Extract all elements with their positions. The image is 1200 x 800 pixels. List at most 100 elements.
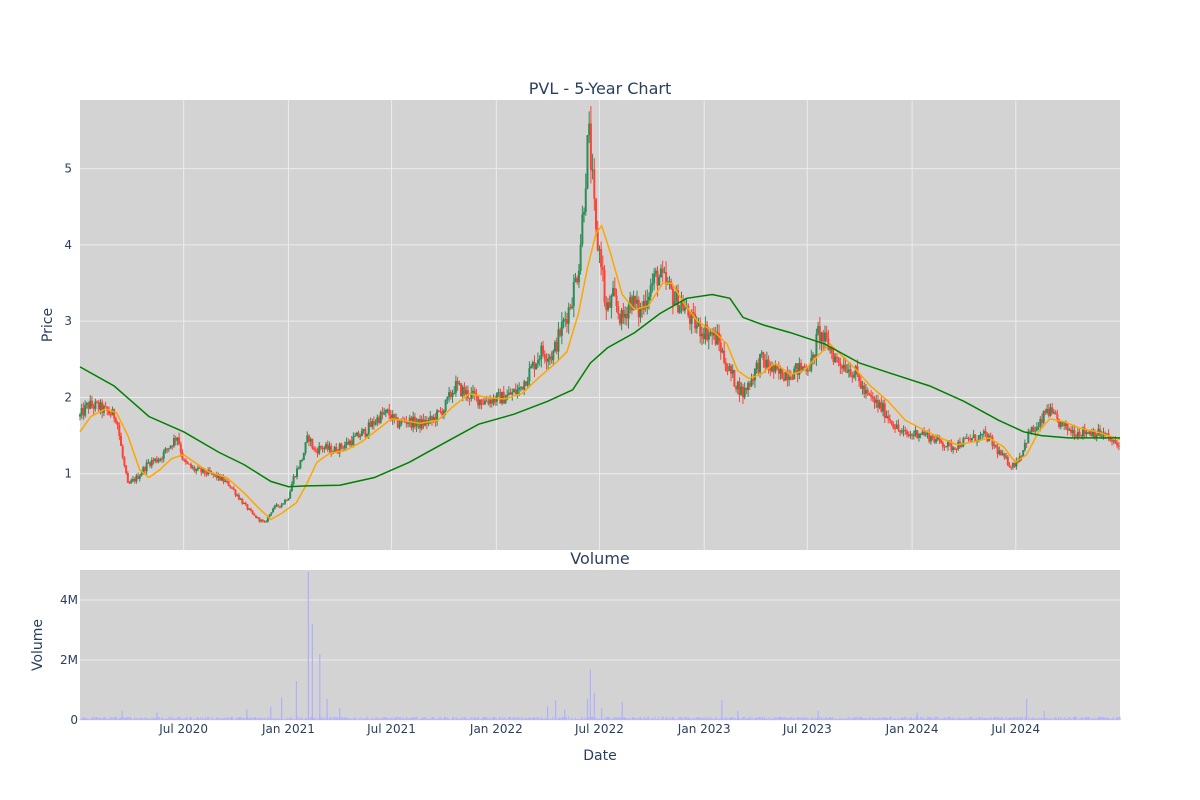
candle-body (620, 309, 623, 324)
candle-body (1010, 466, 1013, 468)
candle-body (383, 412, 386, 415)
candle-body (232, 488, 235, 490)
candle-body (1109, 438, 1112, 441)
price-y-tick-label: 5 (64, 162, 72, 176)
candle-body (225, 480, 228, 482)
candle-body (639, 308, 642, 318)
candle-body (272, 508, 275, 513)
candle-body (237, 495, 240, 500)
candle-body (1100, 435, 1103, 437)
candle-body (292, 476, 295, 484)
candle-body (166, 448, 169, 450)
candle-body (629, 296, 632, 306)
price-grid (80, 100, 1120, 550)
candle-body (243, 503, 246, 505)
candle-body (1114, 440, 1117, 443)
candle-body (895, 424, 898, 429)
candle-body (328, 445, 331, 450)
candle-body (642, 300, 645, 310)
candle-body (85, 402, 88, 406)
candle-body (673, 300, 676, 305)
candle-body (511, 392, 514, 395)
candle-body (1027, 431, 1030, 444)
candle-body (882, 403, 885, 412)
candle-body (659, 268, 662, 278)
candle-body (829, 348, 832, 350)
candle-body (644, 300, 647, 308)
candle-body (808, 370, 811, 372)
price-y-ticks: 1 2 3 4 5 (64, 162, 72, 481)
candle-body (1092, 430, 1095, 437)
candle-body (463, 386, 466, 395)
candle-body (731, 370, 734, 374)
candle-body (348, 440, 351, 445)
candle-body (157, 460, 160, 462)
candle-body (559, 329, 562, 336)
volume-y-tick-label: 0 (70, 713, 78, 727)
candle-body (786, 372, 789, 380)
candle-body (923, 431, 926, 436)
candle-body (926, 432, 929, 434)
candle-body (598, 249, 601, 251)
candle-body (905, 431, 908, 435)
candle-body (477, 395, 480, 406)
candle-body (543, 354, 546, 360)
candle-body (478, 399, 481, 406)
candle-body (301, 460, 304, 462)
candle-body (176, 437, 179, 441)
candle-body (407, 423, 410, 425)
candle-body (583, 211, 586, 215)
candle-body (670, 281, 673, 289)
candle-body (326, 444, 329, 450)
volume-y-tick-label: 2M (60, 653, 78, 667)
candle-body (936, 436, 939, 440)
candle-body (735, 386, 738, 390)
volume-bars (79, 571, 1121, 720)
candle-body (494, 397, 497, 402)
candle-body (116, 422, 119, 426)
candle-body (842, 364, 845, 369)
candle-body (1017, 461, 1020, 463)
candle-body (584, 188, 587, 212)
candle-body (311, 438, 314, 449)
candle-body (352, 436, 355, 446)
candle-body (215, 474, 218, 479)
candle-body (80, 408, 83, 415)
volume-y-ticks: 0 2M 4M (60, 593, 78, 727)
candle-body (121, 445, 124, 458)
candle-body (164, 448, 167, 452)
candle-body (902, 430, 905, 432)
candle-body (928, 432, 931, 442)
candle-body (695, 324, 698, 329)
candle-body (759, 353, 762, 373)
candle-body (917, 434, 920, 438)
candle-body (919, 433, 922, 435)
candle-body (627, 305, 630, 319)
candle-body (784, 372, 787, 381)
volume-subplot-title: Volume (570, 549, 630, 568)
candle-body (1034, 430, 1037, 432)
candle-body (636, 299, 639, 304)
candle-body (969, 438, 972, 441)
candle-body (707, 333, 710, 340)
candle-body (114, 418, 117, 423)
candle-body (108, 410, 111, 415)
candle-body (538, 359, 541, 361)
candle-body (837, 357, 840, 363)
candle-body (504, 399, 507, 404)
candle-body (213, 474, 216, 476)
candle-body (1068, 429, 1071, 431)
candle-body (965, 437, 968, 439)
candle-body (256, 517, 259, 519)
candle-body (227, 481, 230, 486)
candle-body (745, 387, 748, 391)
candle-body (875, 399, 878, 403)
candle-body (302, 452, 305, 461)
candle-body (714, 331, 717, 345)
candle-body (690, 312, 693, 324)
candle-body (444, 399, 447, 411)
candle-body (372, 420, 375, 425)
candle-body (490, 399, 493, 404)
candle-body (96, 401, 99, 403)
candle-body (1013, 462, 1016, 467)
